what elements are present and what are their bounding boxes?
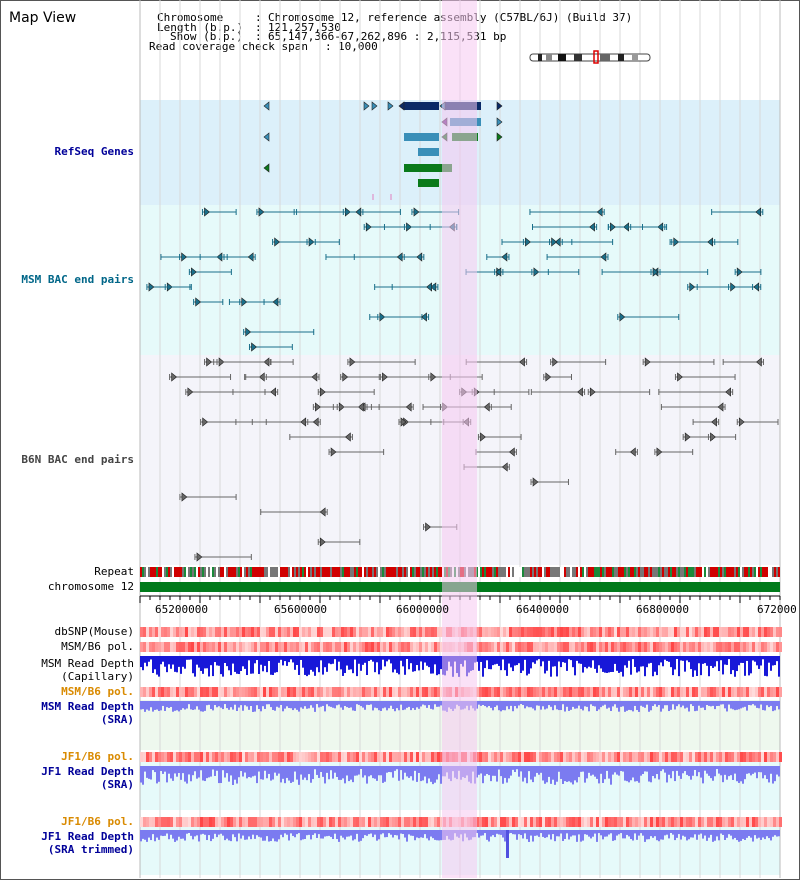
track-label-jf1-sra: (SRA) — [100, 778, 134, 791]
track-label-capillary: (Capillary) — [61, 670, 134, 683]
colon: : — [255, 30, 262, 43]
track-label-msm-bac[interactable]: MSM BAC end pairs — [21, 273, 134, 286]
track-label-msm-read-depth-sra[interactable]: MSM Read Depth — [41, 700, 134, 713]
track-label-msm-b6-pol[interactable]: MSM/B6 pol. — [61, 640, 134, 653]
track-label-msm-read-depth[interactable]: MSM Read Depth — [41, 657, 134, 670]
length-value: 121,257,530 — [268, 21, 341, 34]
track-label-jf1-b6-pol-2[interactable]: JF1/B6 pol. — [61, 815, 134, 828]
msm-b6-pol-heat-track-2 — [140, 687, 782, 697]
track-label-dbsnp[interactable]: dbSNP(Mouse) — [54, 625, 134, 638]
track-label-msm-b6-pol-2[interactable]: MSM/B6 pol. — [61, 685, 134, 698]
jf1-b6-pol-heat-track-1 — [140, 752, 782, 762]
track-label-refseq[interactable]: RefSeq Genes — [54, 145, 134, 158]
msm-bac-pairs — [146, 207, 764, 352]
axis-tick-label: 66400000 — [516, 603, 569, 616]
selection-highlight — [442, 0, 477, 878]
colon: : — [255, 11, 262, 24]
length-label: Length (b.p.) — [157, 21, 244, 34]
jf1-b6-pol-heat-track-2 — [140, 817, 782, 827]
colon: : — [255, 21, 262, 34]
axis-tick-label: 66000000 — [396, 603, 449, 616]
chromosome-ideogram — [529, 50, 651, 64]
b6n-bac-pairs — [169, 357, 779, 562]
track-label-repeat[interactable]: Repeat — [94, 565, 134, 578]
track-label-jf1-read-depth-trim[interactable]: JF1 Read Depth — [41, 830, 134, 843]
app-title: Map View — [9, 10, 77, 26]
track-label-sra: (SRA) — [100, 713, 134, 726]
axis-tick-label: 65200000 — [155, 603, 208, 616]
track-label-sra-trimmed: (SRA trimmed) — [47, 843, 134, 856]
coverage-value: 10,000 — [338, 40, 378, 53]
axis-tick-label: 65600000 — [274, 603, 327, 616]
track-label-jf1-read-depth-sra[interactable]: JF1 Read Depth — [41, 765, 134, 778]
show-label: Show (b.p.) — [170, 30, 243, 43]
track-label-jf1-b6-pol[interactable]: JF1/B6 pol. — [61, 750, 134, 763]
grid-lines — [139, 0, 781, 878]
chromosome-label: Chromosome — [157, 11, 224, 24]
dbsnp-heat-track — [140, 627, 782, 637]
coverage-label: Read coverage check span — [149, 40, 308, 53]
axis-tick-label: 66800000 — [636, 603, 689, 616]
axis-tick-label: 672000 — [757, 603, 797, 616]
track-label-chromosome[interactable]: chromosome 12 — [47, 580, 134, 593]
colon: : — [325, 40, 332, 53]
track-label-b6n-bac[interactable]: B6N BAC end pairs — [21, 453, 134, 466]
